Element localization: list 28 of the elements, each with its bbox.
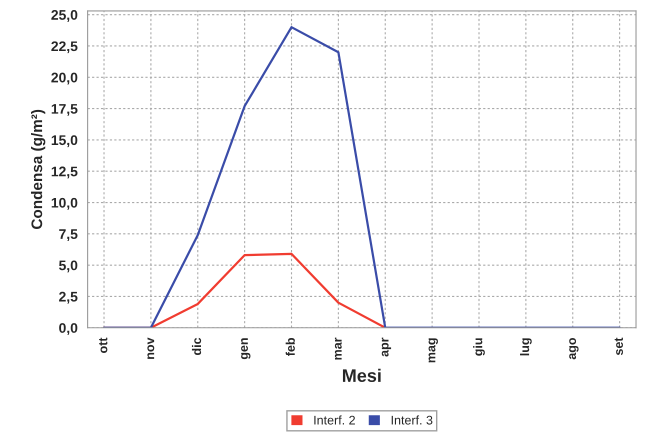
x-tick-label: dic: [192, 338, 202, 356]
y-tick-label: 12,5: [52, 166, 78, 178]
y-axis-title: Condensa (g/m²): [31, 110, 46, 229]
y-tick-label: 7,5: [59, 229, 78, 242]
y-tick-label: 2,5: [59, 292, 78, 304]
x-tick-label: giu: [473, 338, 485, 356]
y-tick-label: 0,0: [59, 323, 78, 335]
x-tick-label: feb: [286, 338, 295, 356]
y-tick-label: 25,0: [51, 10, 78, 22]
legend-label: Interf. 2: [314, 415, 355, 425]
x-tick-label: ott: [99, 338, 108, 353]
x-tick-label: nov: [147, 338, 154, 359]
x-tick-label: mar: [334, 338, 342, 360]
x-tick-label: apr: [382, 338, 392, 357]
y-tick-label: 17,5: [52, 104, 78, 116]
x-axis-title: Mesi: [342, 368, 381, 382]
x-tick-label: ago: [569, 338, 579, 360]
x-tick-label: mag: [428, 338, 438, 362]
y-tick-label: 20,0: [51, 72, 78, 84]
legend-label: Interf. 3: [392, 415, 432, 425]
y-tick-label: 10,0: [52, 198, 78, 210]
x-tick-label: lug: [520, 338, 532, 356]
y-tick-label: 15,0: [52, 135, 78, 148]
x-tick-label: set: [614, 338, 623, 356]
y-tick-label: 22,5: [51, 41, 78, 54]
x-tick-label: gen: [241, 338, 250, 360]
line-series: [102, 26, 621, 328]
y-tick-label: 5,0: [59, 260, 78, 272]
